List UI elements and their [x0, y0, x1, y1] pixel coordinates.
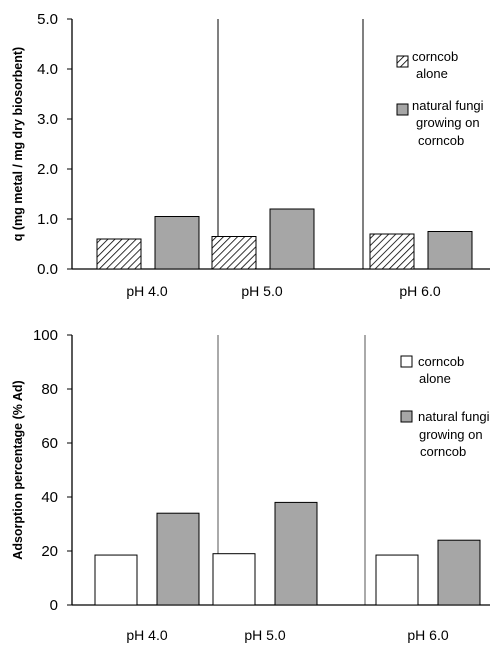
- legend-label: growing on: [416, 115, 480, 130]
- legend-label: corncob: [412, 49, 458, 64]
- legend-swatch: [396, 55, 409, 68]
- bar-natural-fungi-3: [437, 539, 481, 606]
- legend-label: corncob: [418, 354, 464, 369]
- x-category-label: pH 6.0: [407, 627, 448, 643]
- y-tick-label: 3.0: [37, 111, 58, 128]
- legend-swatch: [400, 355, 413, 368]
- y-tick-label: 5.0: [37, 11, 58, 28]
- x-category-label: pH 4.0: [126, 283, 167, 299]
- y-tick-label: 0.0: [37, 261, 58, 278]
- y-tick-label: 40: [41, 489, 58, 506]
- bar-natural-fungi-2: [274, 501, 318, 606]
- legend-label: corncob: [420, 444, 466, 459]
- legend-label: growing on: [419, 427, 483, 442]
- chart-q-uptake: 0.0 1.0 2.0 3.0 4.0 5.0 q (mg metal / mg dry b…: [11, 11, 490, 299]
- bar-natural-fungi-1: [156, 512, 200, 606]
- y-tick-label: 20: [41, 543, 58, 560]
- y-tick-label: 1.0: [37, 211, 58, 228]
- x-category-label: pH 5.0: [244, 627, 285, 643]
- bar-corncob-alone-3: [369, 233, 415, 270]
- bar-corncob-alone-1: [96, 238, 142, 270]
- y-tick-label: 60: [41, 435, 58, 452]
- x-category-label: pH 4.0: [126, 627, 167, 643]
- chart-adsorption-percentage: 0 20 40 60 80 100 Adsorption percentage (% Ad)…: [11, 327, 490, 643]
- bar-natural-fungi-1: [154, 216, 200, 270]
- bar-natural-fungi-3: [427, 231, 473, 270]
- bar-corncob-alone-1: [94, 554, 138, 606]
- y-tick-label: 80: [41, 381, 58, 398]
- y-tick-label: 0: [50, 597, 58, 614]
- x-category-label: pH 5.0: [241, 283, 282, 299]
- legend-swatch: [396, 103, 409, 116]
- legend-label: natural fungi: [412, 98, 484, 113]
- y-tick-label: 100: [33, 327, 58, 344]
- bar-corncob-alone-2: [212, 553, 256, 606]
- y-tick-label: 4.0: [37, 61, 58, 78]
- y-axis-title: q (mg metal / mg dry biosorbent): [11, 47, 25, 241]
- bar-corncob-alone-3: [375, 554, 419, 606]
- legend-label: corncob: [418, 133, 464, 148]
- x-category-label: pH 6.0: [399, 283, 440, 299]
- y-axis-title: Adsorption percentage (% Ad): [11, 380, 25, 559]
- bar-corncob-alone-2: [211, 236, 257, 270]
- legend-label: alone: [419, 371, 451, 386]
- y-tick-label: 2.0: [37, 161, 58, 178]
- legend-label: natural fungi: [418, 409, 490, 424]
- bar-natural-fungi-2: [269, 208, 315, 270]
- legend-swatch: [400, 410, 413, 423]
- legend-label: alone: [416, 66, 448, 81]
